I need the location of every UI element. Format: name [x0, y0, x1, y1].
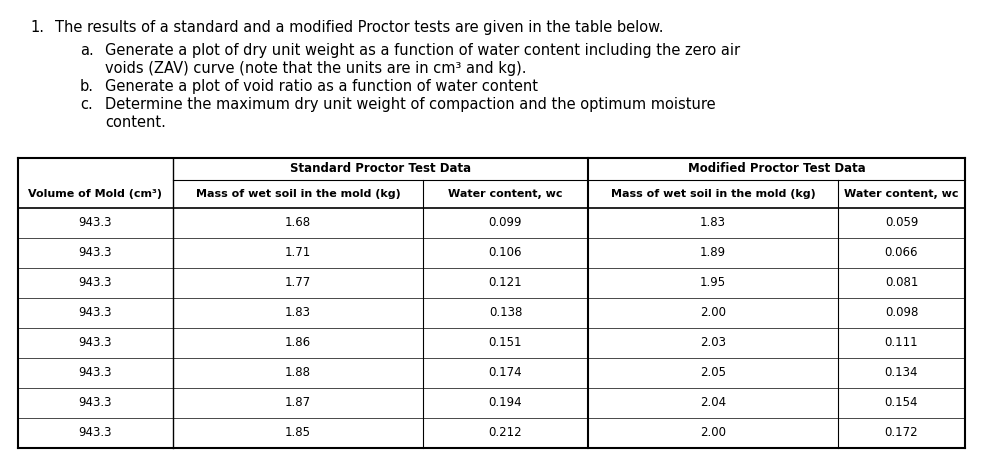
Text: 1.95: 1.95	[700, 277, 726, 289]
Text: 0.154: 0.154	[885, 397, 918, 409]
Text: 0.138: 0.138	[489, 306, 522, 320]
Text: content.: content.	[105, 115, 166, 130]
Text: 0.111: 0.111	[885, 337, 918, 349]
Text: The results of a standard and a modified Proctor tests are given in the table be: The results of a standard and a modified…	[55, 20, 664, 35]
Text: 1.68: 1.68	[285, 217, 311, 229]
Text: 0.151: 0.151	[489, 337, 522, 349]
Text: 943.3: 943.3	[79, 426, 112, 440]
Text: Water content, wc: Water content, wc	[448, 189, 563, 199]
Text: 0.099: 0.099	[489, 217, 522, 229]
Text: voids (ZAV) curve (note that the units are in cm³ and kg).: voids (ZAV) curve (note that the units a…	[105, 61, 526, 76]
Text: Generate a plot of void ratio as a function of water content: Generate a plot of void ratio as a funct…	[105, 79, 538, 94]
Text: 943.3: 943.3	[79, 366, 112, 380]
Text: 1.89: 1.89	[700, 246, 726, 260]
Text: 943.3: 943.3	[79, 337, 112, 349]
Text: Generate a plot of dry unit weight as a function of water content including the : Generate a plot of dry unit weight as a …	[105, 43, 740, 58]
Text: Determine the maximum dry unit weight of compaction and the optimum moisture: Determine the maximum dry unit weight of…	[105, 97, 716, 112]
Text: a.: a.	[80, 43, 93, 58]
Text: Water content, wc: Water content, wc	[845, 189, 958, 199]
Text: 1.83: 1.83	[700, 217, 726, 229]
Text: 0.121: 0.121	[489, 277, 522, 289]
Text: 2.04: 2.04	[700, 397, 726, 409]
Text: 0.172: 0.172	[885, 426, 918, 440]
Text: 1.71: 1.71	[285, 246, 311, 260]
Text: 0.194: 0.194	[489, 397, 522, 409]
Text: Standard Proctor Test Data: Standard Proctor Test Data	[290, 163, 471, 175]
Text: Mass of wet soil in the mold (kg): Mass of wet soil in the mold (kg)	[611, 189, 815, 199]
Text: 943.3: 943.3	[79, 397, 112, 409]
Text: 0.081: 0.081	[885, 277, 918, 289]
Text: 0.059: 0.059	[885, 217, 918, 229]
Text: 943.3: 943.3	[79, 277, 112, 289]
Text: 1.: 1.	[30, 20, 44, 35]
Text: 0.106: 0.106	[489, 246, 522, 260]
Text: 0.066: 0.066	[885, 246, 918, 260]
Text: b.: b.	[80, 79, 94, 94]
Text: 1.85: 1.85	[285, 426, 311, 440]
Text: 2.05: 2.05	[700, 366, 726, 380]
Text: 0.212: 0.212	[489, 426, 522, 440]
Text: 943.3: 943.3	[79, 246, 112, 260]
Text: 1.87: 1.87	[285, 397, 311, 409]
Text: 2.00: 2.00	[700, 306, 726, 320]
Text: 0.098: 0.098	[885, 306, 918, 320]
Text: Mass of wet soil in the mold (kg): Mass of wet soil in the mold (kg)	[195, 189, 401, 199]
Text: 1.88: 1.88	[285, 366, 311, 380]
Text: Modified Proctor Test Data: Modified Proctor Test Data	[687, 163, 865, 175]
Text: 1.83: 1.83	[285, 306, 311, 320]
Text: 1.86: 1.86	[285, 337, 311, 349]
Text: 2.00: 2.00	[700, 426, 726, 440]
Text: 1.77: 1.77	[285, 277, 311, 289]
Text: 2.03: 2.03	[700, 337, 726, 349]
Text: 943.3: 943.3	[79, 306, 112, 320]
Text: 0.174: 0.174	[489, 366, 522, 380]
Text: Volume of Mold (cm³): Volume of Mold (cm³)	[28, 189, 162, 199]
Text: 943.3: 943.3	[79, 217, 112, 229]
Text: c.: c.	[80, 97, 92, 112]
Text: 0.134: 0.134	[885, 366, 918, 380]
